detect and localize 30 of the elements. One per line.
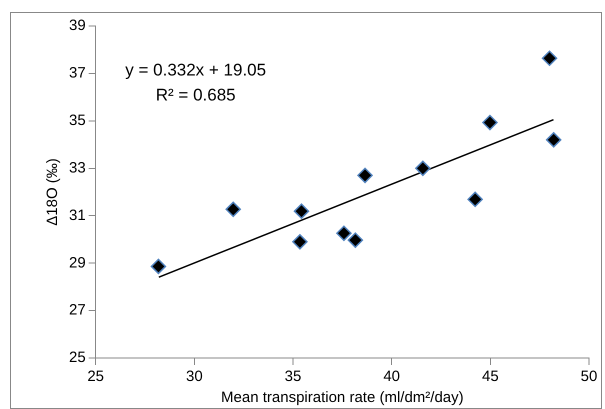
y-tick-label: 37 bbox=[68, 64, 86, 82]
y-tick-label: 33 bbox=[68, 159, 86, 176]
y-tick-label: 29 bbox=[68, 254, 86, 272]
y-tick-label: 25 bbox=[68, 349, 86, 366]
x-tick-label: 45 bbox=[482, 368, 499, 386]
point bbox=[225, 202, 241, 218]
point bbox=[482, 114, 498, 130]
point bbox=[150, 258, 166, 274]
point bbox=[348, 232, 364, 248]
x-tick-label: 30 bbox=[186, 368, 203, 386]
x-tick-label: 40 bbox=[383, 368, 400, 386]
point bbox=[467, 192, 483, 208]
annotation: y = 0.332x + 19.05 bbox=[125, 60, 266, 80]
y-tick-label: 27 bbox=[68, 302, 86, 319]
point bbox=[357, 168, 373, 184]
point bbox=[292, 234, 308, 250]
y-axis-title: Δ18O (‰) bbox=[44, 158, 62, 226]
point bbox=[336, 226, 352, 242]
x-tick-label: 25 bbox=[87, 368, 104, 386]
point bbox=[542, 50, 558, 66]
y-tick-label: 35 bbox=[68, 112, 86, 129]
annotation: R² = 0.685 bbox=[156, 86, 236, 105]
point bbox=[415, 160, 431, 176]
x-axis-title: Mean transpiration rate (ml/dm²/day) bbox=[221, 389, 464, 406]
y-tick-label: 39 bbox=[68, 17, 86, 34]
y-tick-label: 31 bbox=[68, 206, 86, 224]
point bbox=[294, 203, 310, 219]
point bbox=[546, 132, 562, 148]
x-tick-label: 50 bbox=[580, 368, 598, 386]
x-tick-label: 35 bbox=[284, 368, 302, 386]
